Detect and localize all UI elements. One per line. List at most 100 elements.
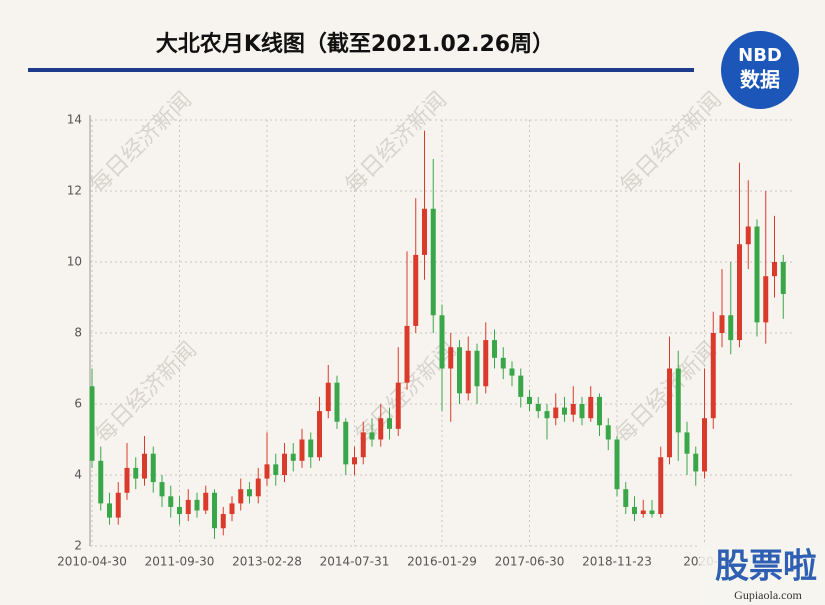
candle-body	[483, 340, 489, 387]
candle-body	[343, 421, 349, 465]
candle-body	[142, 453, 147, 479]
candle-body	[457, 347, 462, 394]
candle-body	[763, 276, 769, 323]
candle-body	[220, 514, 226, 529]
candle-body	[614, 439, 620, 490]
candle-body	[395, 382, 401, 429]
y-tick-label: 14	[67, 113, 82, 127]
candle-body	[492, 340, 497, 358]
candle-body	[203, 492, 209, 511]
candle-body	[562, 407, 567, 415]
candle-body	[605, 425, 611, 440]
candle-body	[579, 404, 585, 419]
y-tick-label: 2	[74, 539, 82, 553]
candle-body	[404, 325, 410, 383]
candle-body	[780, 262, 786, 294]
x-tick-label: 2014-07-31	[320, 555, 390, 569]
candle-body	[465, 350, 471, 394]
candle-body	[325, 382, 331, 412]
chart-title: 大北农月K线图（截至2021.02.26周）	[156, 31, 554, 57]
candle-body	[308, 439, 314, 458]
candle-body	[317, 411, 322, 458]
candle-body	[597, 396, 602, 426]
candle-body	[474, 350, 480, 387]
candle-body	[89, 386, 95, 461]
site-badge-bg	[700, 545, 825, 605]
candle-body	[115, 492, 121, 518]
candle-body	[150, 453, 156, 483]
candle-body	[422, 208, 427, 255]
candle-body	[238, 489, 244, 504]
x-tick-label: 2016-01-29	[407, 555, 477, 569]
candle-body	[255, 478, 261, 497]
candle-body	[448, 347, 454, 369]
candle-body	[247, 489, 252, 497]
candle-body	[684, 432, 690, 454]
candle-body	[290, 453, 296, 461]
y-tick-label: 12	[67, 184, 82, 198]
candle-body	[588, 396, 594, 419]
candle-body	[387, 418, 392, 429]
candle-body	[640, 510, 646, 515]
candle-body	[737, 244, 742, 341]
candle-body	[360, 432, 366, 458]
candle-body	[500, 357, 506, 369]
title-rule	[28, 68, 694, 72]
candle-body	[509, 368, 515, 376]
y-tick-label: 10	[67, 255, 82, 269]
candle-body	[430, 208, 436, 316]
x-tick-label: 2018-11-23	[582, 555, 652, 569]
candle-body	[439, 315, 445, 369]
x-tick-label: 2017-06-30	[495, 555, 565, 569]
candle-body	[264, 464, 270, 479]
site-name: 股票啦	[715, 547, 817, 587]
y-tick-label: 8	[74, 326, 82, 340]
candle-body	[728, 315, 734, 341]
candle-body	[369, 432, 375, 440]
candle-body	[352, 457, 357, 465]
x-tick-label: 2013-02-28	[232, 555, 302, 569]
candle-body	[719, 315, 725, 333]
candle-body	[675, 368, 681, 433]
candle-body	[273, 464, 279, 475]
candle-body	[212, 492, 217, 529]
candle-body	[623, 489, 629, 507]
candle-body	[159, 482, 165, 497]
candle-body	[133, 467, 139, 479]
x-tick-label: 2011-09-30	[145, 555, 215, 569]
candle-body	[124, 467, 130, 493]
candle-body	[570, 404, 576, 415]
y-tick-label: 4	[74, 468, 82, 482]
candle-body	[745, 226, 751, 245]
candle-body	[282, 453, 287, 475]
logo-badge	[721, 31, 799, 109]
candle-body	[754, 226, 760, 323]
site-url: Gupiaola.com	[734, 588, 802, 602]
candle-body	[702, 418, 707, 472]
candle-body	[334, 382, 340, 422]
candle-body	[649, 510, 655, 515]
candle-body	[229, 503, 235, 515]
candle-body	[535, 404, 541, 412]
candle-body	[553, 407, 559, 419]
candle-body	[544, 411, 550, 419]
candle-body	[693, 453, 699, 472]
candle-body	[772, 262, 777, 277]
candle-body	[177, 506, 182, 515]
candle-body	[632, 506, 637, 515]
candle-body	[518, 375, 524, 397]
candle-body	[658, 457, 664, 515]
candle-body	[378, 418, 384, 440]
candle-body	[527, 396, 532, 404]
candle-body	[299, 439, 305, 461]
candle-body	[98, 460, 104, 504]
logo-bottom: 数据	[740, 68, 780, 92]
candle-body	[413, 254, 419, 326]
candle-body	[710, 333, 716, 419]
plot: 2 4 6 8 10 12 14 2010-04-30 2011-09-30 2013-02-28…	[57, 113, 795, 569]
candle-body	[107, 503, 112, 518]
candle-body	[194, 499, 200, 511]
candle-body	[667, 368, 672, 458]
